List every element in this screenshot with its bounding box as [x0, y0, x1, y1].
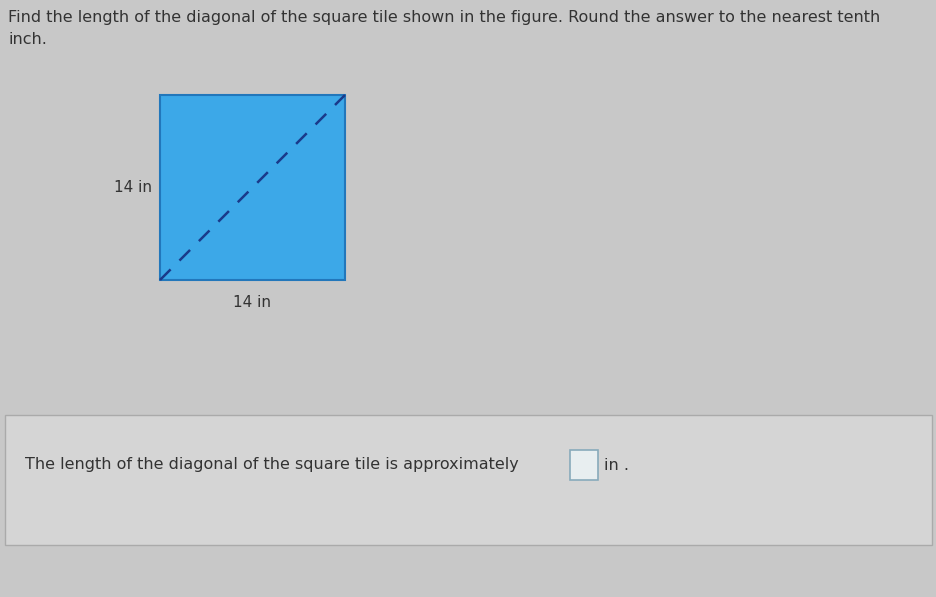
Text: inch.: inch.	[8, 32, 47, 47]
Bar	[569, 450, 597, 480]
Text: 14 in: 14 in	[114, 180, 152, 195]
Text: The length of the diagonal of the square tile is approximately: The length of the diagonal of the square…	[25, 457, 519, 472]
Text: Find the length of the diagonal of the square tile shown in the figure. Round th: Find the length of the diagonal of the s…	[8, 10, 879, 25]
Bar	[160, 95, 344, 280]
Bar	[5, 415, 931, 545]
Text: 14 in: 14 in	[233, 295, 271, 310]
Text: in .: in .	[604, 457, 628, 472]
